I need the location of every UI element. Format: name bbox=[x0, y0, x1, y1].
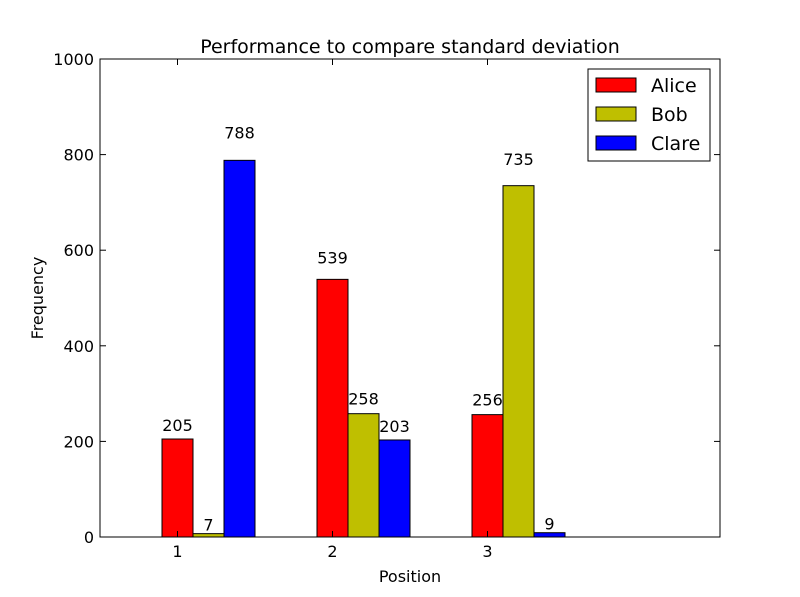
bar-alice-2 bbox=[316, 278, 349, 538]
data-label-clare-2: 203 bbox=[379, 417, 410, 436]
bar-clare-1 bbox=[223, 159, 256, 538]
legend-swatch-clare bbox=[595, 135, 637, 151]
bar-bob-3 bbox=[502, 185, 535, 538]
y-tick-label: 200 bbox=[63, 432, 94, 451]
data-label-bob-3: 735 bbox=[503, 150, 534, 169]
x-tick-label: 3 bbox=[482, 542, 492, 561]
x-tick-label: 2 bbox=[327, 542, 337, 561]
bar-alice-3 bbox=[471, 414, 504, 538]
y-tick-label: 800 bbox=[63, 146, 94, 165]
legend-label-bob: Bob bbox=[651, 104, 688, 126]
data-label-clare-1: 788 bbox=[224, 124, 255, 143]
y-tick-label: 0 bbox=[84, 528, 94, 547]
data-label-alice-1: 205 bbox=[162, 416, 193, 435]
data-label-bob-1: 7 bbox=[203, 515, 213, 534]
legend-label-clare: Clare bbox=[651, 133, 700, 155]
bar-clare-2 bbox=[378, 439, 411, 538]
legend-swatch-alice bbox=[595, 77, 637, 93]
data-label-alice-3: 256 bbox=[472, 391, 503, 410]
legend: Alice Bob Clare bbox=[587, 68, 711, 162]
data-label-bob-2: 258 bbox=[348, 390, 379, 409]
y-tick-label: 1000 bbox=[53, 50, 94, 69]
data-label-alice-2: 539 bbox=[317, 248, 348, 267]
plot-area: 205 539 256 7 258 735 788 203 9 0 200 400 600 800 1000… bbox=[53, 50, 721, 561]
bar-bob-2 bbox=[347, 413, 380, 538]
chart-title: Performance to compare standard deviatio… bbox=[200, 36, 620, 58]
legend-label-alice: Alice bbox=[651, 75, 697, 97]
x-axis-title: Position bbox=[379, 567, 441, 586]
bar-alice-1 bbox=[161, 438, 194, 538]
axes-frame bbox=[99, 58, 721, 538]
legend-swatch-bob bbox=[595, 106, 637, 122]
x-tick-label: 1 bbox=[172, 542, 182, 561]
data-label-clare-3: 9 bbox=[544, 514, 554, 533]
y-tick-label: 400 bbox=[63, 337, 94, 356]
y-tick-label: 600 bbox=[63, 241, 94, 260]
y-axis-title: Frequency bbox=[28, 257, 47, 340]
